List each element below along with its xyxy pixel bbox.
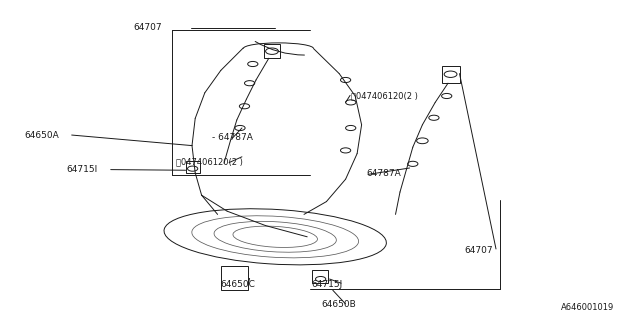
Text: 64707: 64707 xyxy=(464,246,493,255)
Bar xyxy=(442,66,460,83)
Bar xyxy=(221,266,248,290)
Text: 64707: 64707 xyxy=(133,23,162,32)
Text: 64650C: 64650C xyxy=(221,280,255,289)
Text: Ⓝ047406120(2 ): Ⓝ047406120(2 ) xyxy=(351,91,417,100)
Text: 64650A: 64650A xyxy=(24,131,59,140)
Text: - 64787A: - 64787A xyxy=(212,133,253,142)
Bar xyxy=(186,161,200,173)
Text: Ⓝ047406120(2 ): Ⓝ047406120(2 ) xyxy=(176,158,243,167)
Text: A646001019: A646001019 xyxy=(561,303,614,312)
Text: 64715J: 64715J xyxy=(311,280,342,289)
Bar xyxy=(264,44,280,58)
Bar xyxy=(312,270,328,283)
Text: 64787A: 64787A xyxy=(366,169,401,178)
Text: 64715I: 64715I xyxy=(66,165,97,174)
Text: 64650B: 64650B xyxy=(321,300,356,309)
